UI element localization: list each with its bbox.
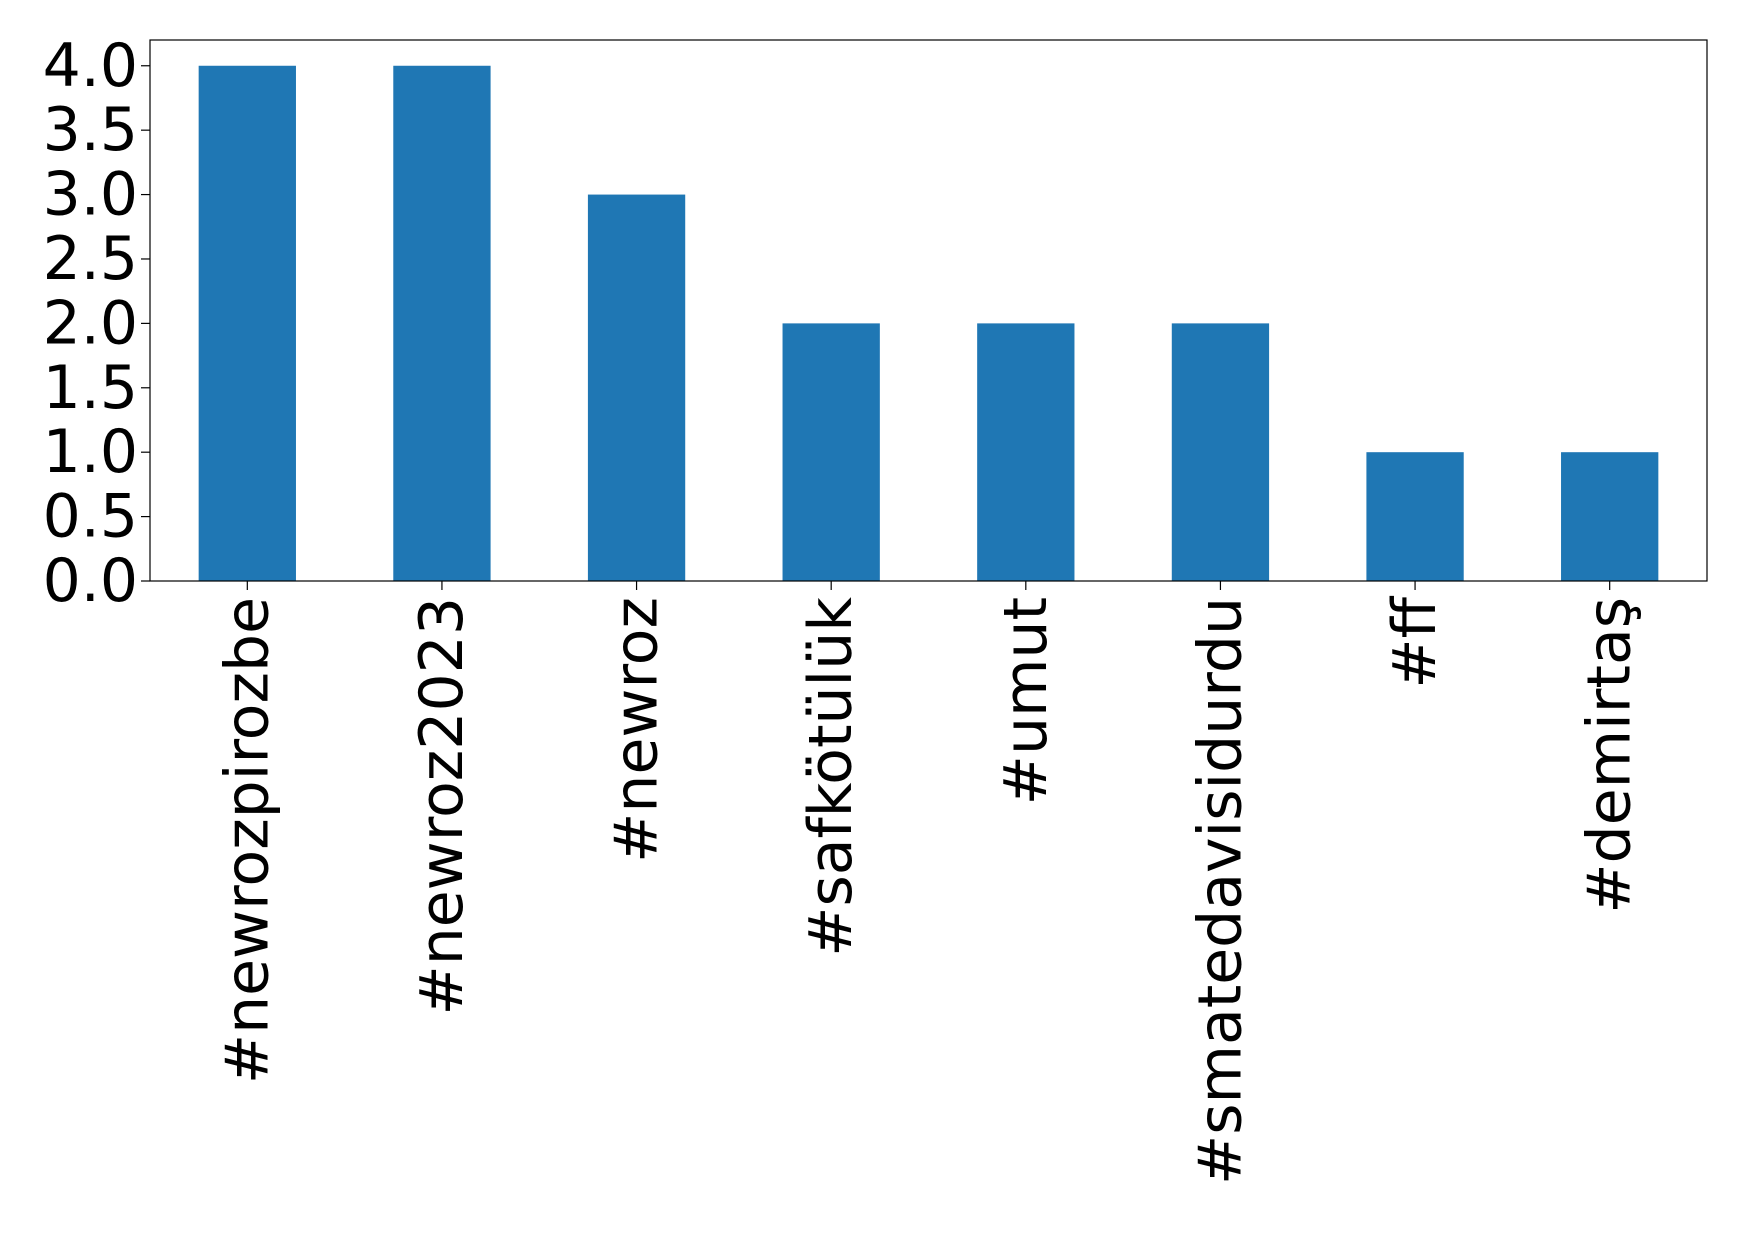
- y-tick-label: 3.5: [43, 95, 138, 165]
- x-tick-label: #ff: [1380, 595, 1450, 688]
- bar: [782, 323, 880, 581]
- y-tick-label: 0.5: [43, 482, 138, 552]
- y-tick-label: 2.5: [43, 224, 138, 294]
- bar: [977, 323, 1075, 581]
- y-tick-label: 1.0: [43, 417, 138, 487]
- x-tick-label: #newrozpirozbe: [212, 597, 282, 1084]
- bar: [1366, 452, 1464, 581]
- bar: [587, 194, 686, 582]
- x-tick-label: #newroz2023: [407, 597, 477, 1016]
- bar: [198, 65, 296, 581]
- bar: [1171, 323, 1270, 581]
- bar: [1561, 452, 1659, 581]
- x-tick-label: #umut: [991, 597, 1061, 805]
- y-tick-label: 3.0: [43, 160, 138, 230]
- x-tick-label: #smatedavisidurdu: [1185, 597, 1255, 1185]
- bars: [198, 65, 1659, 582]
- x-tick-label: #safkötülük: [796, 597, 866, 957]
- x-axis: #newrozpirozbe #newroz2023 #newroz #safkötü…: [212, 581, 1645, 1185]
- x-tick-label: #demirtaş: [1575, 597, 1645, 914]
- y-tick-label: 1.5: [43, 353, 138, 423]
- x-tick-label: #newroz: [602, 597, 672, 863]
- plot-frame: [149, 39, 1708, 582]
- y-axis: 0.00.51.01.52.02.53.03.54.0: [43, 31, 150, 616]
- y-tick-label: 2.0: [43, 288, 138, 358]
- y-tick-label: 0.0: [43, 546, 138, 616]
- bar: [393, 65, 491, 581]
- y-tick-label: 4.0: [43, 31, 138, 101]
